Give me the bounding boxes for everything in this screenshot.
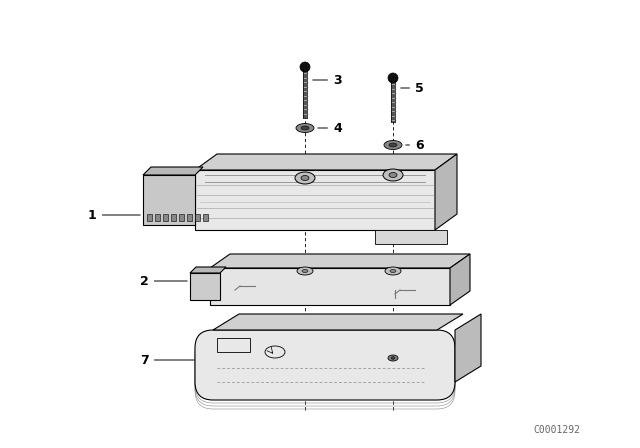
Ellipse shape [301, 176, 309, 181]
Polygon shape [190, 267, 226, 273]
Polygon shape [450, 254, 470, 305]
Polygon shape [195, 214, 200, 221]
Polygon shape [455, 314, 481, 382]
Ellipse shape [384, 141, 402, 150]
Text: 2: 2 [140, 275, 188, 288]
Text: 3: 3 [313, 73, 342, 86]
Polygon shape [375, 230, 447, 244]
Polygon shape [179, 214, 184, 221]
Polygon shape [147, 214, 152, 221]
Circle shape [300, 62, 310, 72]
Text: 7: 7 [140, 353, 194, 366]
Ellipse shape [391, 357, 395, 359]
Text: 4: 4 [318, 121, 342, 134]
Circle shape [388, 73, 398, 83]
PathPatch shape [195, 330, 455, 400]
Polygon shape [163, 214, 168, 221]
Polygon shape [187, 214, 192, 221]
Text: 1: 1 [88, 208, 140, 221]
Polygon shape [303, 69, 307, 118]
Ellipse shape [385, 267, 401, 275]
Ellipse shape [389, 143, 397, 147]
Ellipse shape [390, 270, 396, 272]
Polygon shape [171, 214, 176, 221]
Ellipse shape [295, 172, 315, 184]
Polygon shape [143, 175, 195, 225]
Polygon shape [155, 214, 160, 221]
Polygon shape [391, 80, 395, 122]
Ellipse shape [301, 126, 309, 130]
Text: 5: 5 [401, 82, 424, 95]
Text: 6: 6 [406, 138, 424, 151]
Ellipse shape [388, 355, 398, 361]
Ellipse shape [297, 267, 313, 275]
Text: C0001292: C0001292 [533, 425, 580, 435]
Polygon shape [213, 314, 463, 330]
Polygon shape [210, 254, 470, 268]
Polygon shape [195, 154, 457, 170]
Ellipse shape [389, 172, 397, 177]
Polygon shape [203, 214, 208, 221]
Ellipse shape [302, 270, 308, 272]
Polygon shape [143, 167, 203, 175]
Polygon shape [210, 268, 450, 305]
Polygon shape [190, 273, 220, 300]
Ellipse shape [296, 124, 314, 133]
Polygon shape [435, 154, 457, 230]
Polygon shape [195, 170, 435, 230]
Ellipse shape [383, 169, 403, 181]
